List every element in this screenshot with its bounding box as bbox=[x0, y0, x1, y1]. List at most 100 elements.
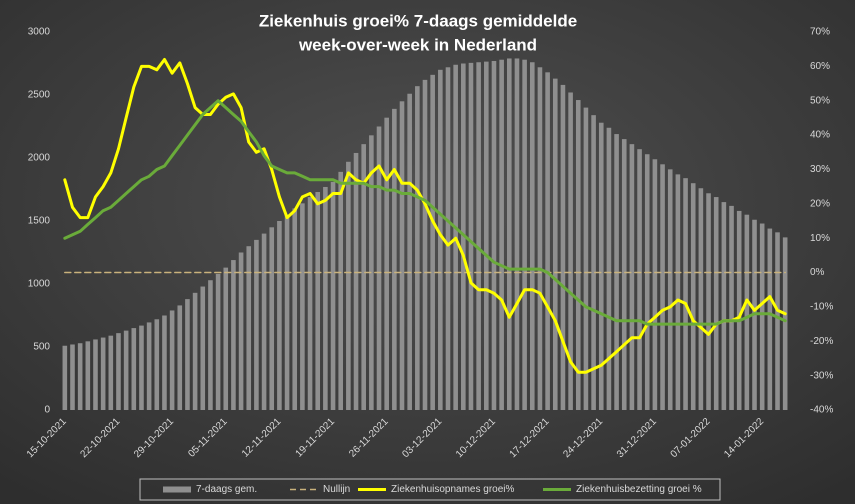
bar bbox=[300, 203, 305, 410]
bar bbox=[346, 161, 351, 410]
y-tick-label: 1000 bbox=[28, 279, 51, 290]
bar bbox=[713, 197, 719, 410]
bar bbox=[269, 227, 275, 410]
legend-box bbox=[139, 478, 721, 501]
y2-tick-label: 50% bbox=[810, 95, 830, 106]
bar bbox=[575, 100, 581, 410]
bar bbox=[438, 69, 443, 411]
bar bbox=[307, 197, 313, 410]
bar bbox=[131, 328, 137, 410]
legend-swatch bbox=[163, 486, 191, 493]
bar bbox=[185, 299, 190, 410]
bar bbox=[77, 343, 83, 410]
bar bbox=[338, 171, 344, 410]
bar bbox=[568, 92, 573, 410]
bar bbox=[491, 60, 497, 410]
bar bbox=[254, 239, 259, 410]
bar bbox=[384, 117, 389, 411]
bar bbox=[698, 188, 704, 410]
bar bbox=[583, 107, 589, 410]
bar bbox=[231, 260, 236, 410]
legend-label: Ziekenhuisbezetting groei % bbox=[576, 484, 702, 495]
bar bbox=[361, 144, 366, 410]
y2-tick-label: -30% bbox=[810, 370, 833, 381]
y-tick-label: 0 bbox=[44, 405, 50, 416]
bar bbox=[461, 63, 466, 410]
bar bbox=[246, 246, 252, 410]
y-tick-label: 1500 bbox=[28, 216, 51, 227]
bar bbox=[759, 223, 765, 410]
bar bbox=[721, 202, 727, 410]
bar bbox=[767, 228, 773, 410]
bar bbox=[736, 210, 742, 410]
y-tick-label: 500 bbox=[33, 342, 50, 353]
chart-title: week-over-week in Nederland bbox=[298, 35, 537, 54]
bar bbox=[476, 62, 481, 411]
bar bbox=[146, 322, 152, 410]
bar bbox=[629, 144, 635, 410]
bar bbox=[392, 108, 397, 411]
bar bbox=[683, 178, 688, 410]
bar bbox=[667, 169, 673, 410]
bar bbox=[522, 59, 527, 410]
bar bbox=[545, 72, 550, 410]
bar bbox=[70, 344, 75, 410]
y-tick-label: 2500 bbox=[28, 90, 51, 101]
bar bbox=[284, 214, 290, 410]
bar bbox=[323, 186, 328, 410]
bar bbox=[782, 237, 788, 410]
bar bbox=[108, 335, 114, 410]
bar bbox=[422, 79, 428, 410]
line bbox=[63, 58, 787, 374]
bar bbox=[85, 341, 91, 410]
bar bbox=[652, 159, 658, 410]
bar bbox=[529, 62, 535, 411]
y2-tick-label: 60% bbox=[810, 61, 830, 72]
y2-tick-label: 20% bbox=[810, 198, 830, 209]
bar bbox=[277, 221, 282, 410]
bar bbox=[62, 345, 68, 410]
bar bbox=[621, 139, 627, 410]
y2-tick-label: 10% bbox=[810, 233, 830, 244]
bar bbox=[552, 78, 558, 411]
chart-title: Ziekenhuis groei% 7-daags gemiddelde bbox=[259, 11, 577, 30]
bar bbox=[169, 310, 175, 410]
bar bbox=[706, 193, 711, 410]
bar bbox=[415, 86, 420, 411]
bar bbox=[223, 267, 229, 410]
bar bbox=[399, 101, 405, 411]
y-tick-label: 3000 bbox=[28, 27, 51, 38]
bar bbox=[514, 58, 520, 411]
bar bbox=[139, 325, 144, 410]
y2-tick-label: -20% bbox=[810, 336, 833, 347]
bar bbox=[775, 232, 780, 410]
legend-label: 7-daags gem. bbox=[196, 484, 257, 495]
y2-tick-label: -40% bbox=[810, 405, 833, 416]
bar bbox=[430, 74, 435, 410]
y2-tick-label: 30% bbox=[810, 164, 830, 175]
bar bbox=[292, 208, 298, 410]
y-tick-label: 2000 bbox=[28, 153, 51, 164]
bar bbox=[690, 183, 696, 410]
bar bbox=[445, 67, 451, 410]
y2-tick-label: 70% bbox=[810, 27, 830, 38]
bar bbox=[591, 115, 596, 410]
bar bbox=[100, 337, 106, 410]
bar bbox=[729, 205, 734, 410]
bar bbox=[192, 292, 198, 410]
bar bbox=[93, 339, 98, 410]
legend-label: Nullijn bbox=[323, 484, 350, 495]
bar bbox=[537, 67, 543, 410]
bar bbox=[499, 59, 504, 410]
bar bbox=[560, 84, 566, 411]
bar bbox=[154, 319, 160, 410]
bar bbox=[598, 122, 604, 410]
bar bbox=[215, 273, 221, 410]
bar bbox=[644, 154, 650, 410]
bar bbox=[606, 127, 612, 410]
bar bbox=[330, 181, 336, 410]
bar bbox=[261, 233, 267, 410]
bar bbox=[407, 93, 412, 411]
bar bbox=[353, 152, 359, 410]
